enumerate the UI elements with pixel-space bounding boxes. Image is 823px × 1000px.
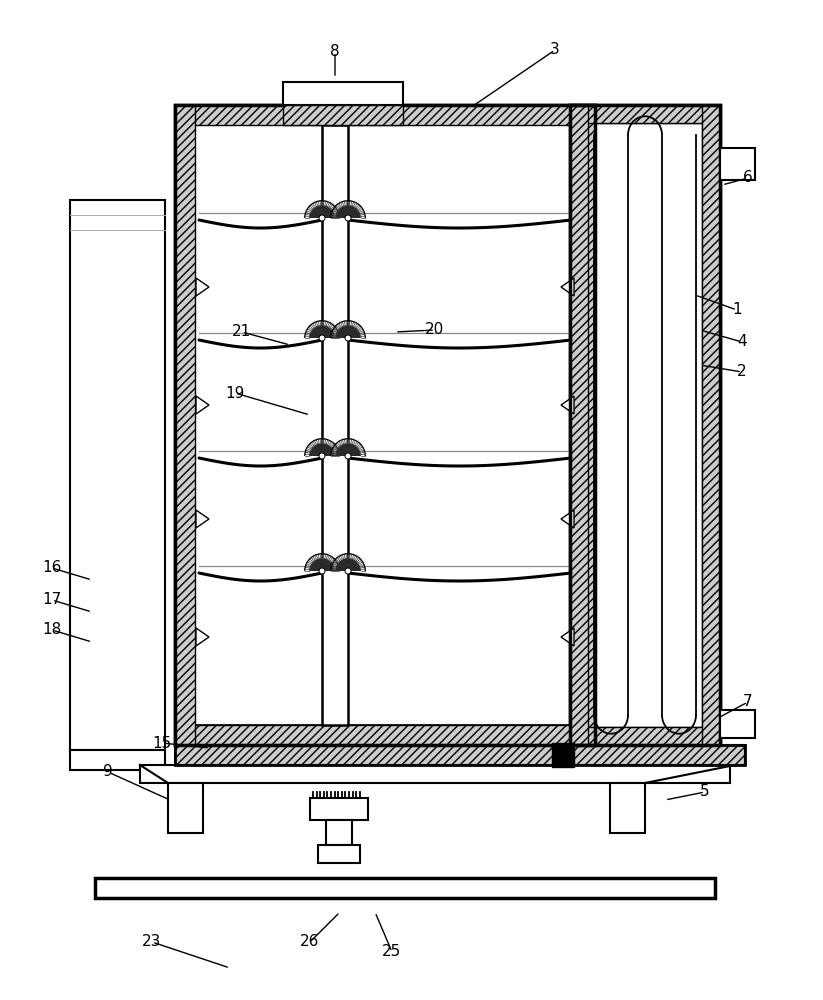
Bar <box>322 125 348 725</box>
Text: 23: 23 <box>142 934 161 950</box>
Polygon shape <box>335 205 361 218</box>
Bar <box>195 125 575 725</box>
Text: 6: 6 <box>743 170 753 186</box>
Bar <box>570 105 720 123</box>
Polygon shape <box>196 278 209 296</box>
Bar <box>175 725 595 745</box>
Text: 25: 25 <box>383 944 402 960</box>
Polygon shape <box>309 558 335 571</box>
Polygon shape <box>309 443 335 456</box>
Text: 15: 15 <box>152 736 172 750</box>
Polygon shape <box>309 325 335 338</box>
Polygon shape <box>561 510 574 528</box>
Polygon shape <box>561 278 574 296</box>
Bar <box>70 200 165 750</box>
Circle shape <box>345 453 351 459</box>
Polygon shape <box>335 558 361 571</box>
Polygon shape <box>196 628 209 646</box>
Polygon shape <box>309 205 335 218</box>
Circle shape <box>319 335 325 341</box>
Circle shape <box>345 215 351 221</box>
Text: 4: 4 <box>737 334 746 350</box>
Bar <box>610 783 645 833</box>
Bar <box>175 105 595 745</box>
Bar <box>575 105 595 745</box>
Bar <box>318 845 360 863</box>
Bar <box>140 765 730 783</box>
Text: 1: 1 <box>732 302 742 318</box>
Text: 20: 20 <box>425 322 444 338</box>
Bar <box>552 743 574 767</box>
Polygon shape <box>561 396 574 414</box>
Text: 16: 16 <box>42 560 62 576</box>
Bar <box>175 105 195 745</box>
Bar <box>570 727 720 745</box>
Bar <box>283 82 403 105</box>
Bar <box>570 105 720 745</box>
Bar <box>175 745 745 765</box>
Bar <box>168 783 203 833</box>
Text: 17: 17 <box>42 592 62 607</box>
Text: 18: 18 <box>42 622 62 638</box>
Bar <box>175 105 595 745</box>
Bar <box>588 123 702 727</box>
Text: 8: 8 <box>330 44 340 60</box>
Bar <box>570 105 720 745</box>
Text: 21: 21 <box>232 324 252 340</box>
Bar <box>570 105 588 745</box>
Polygon shape <box>196 396 209 414</box>
Text: 19: 19 <box>226 385 244 400</box>
Bar <box>702 105 720 745</box>
Bar <box>175 105 595 125</box>
Text: 3: 3 <box>550 42 560 57</box>
Text: 7: 7 <box>743 694 753 710</box>
Text: 5: 5 <box>700 784 709 800</box>
Bar <box>70 750 165 770</box>
Polygon shape <box>196 510 209 528</box>
Polygon shape <box>335 325 361 338</box>
Bar <box>326 820 352 845</box>
Text: 26: 26 <box>300 934 319 950</box>
Circle shape <box>319 453 325 459</box>
Circle shape <box>345 568 351 574</box>
Bar <box>720 148 755 180</box>
Circle shape <box>319 568 325 574</box>
Bar <box>175 745 745 765</box>
Bar <box>720 710 755 738</box>
Text: 9: 9 <box>103 764 113 780</box>
Bar <box>95 878 715 898</box>
Text: 2: 2 <box>737 364 746 379</box>
Circle shape <box>345 335 351 341</box>
Bar <box>283 105 403 125</box>
Polygon shape <box>561 628 574 646</box>
Circle shape <box>319 215 325 221</box>
Bar <box>310 798 368 820</box>
Polygon shape <box>335 443 361 456</box>
